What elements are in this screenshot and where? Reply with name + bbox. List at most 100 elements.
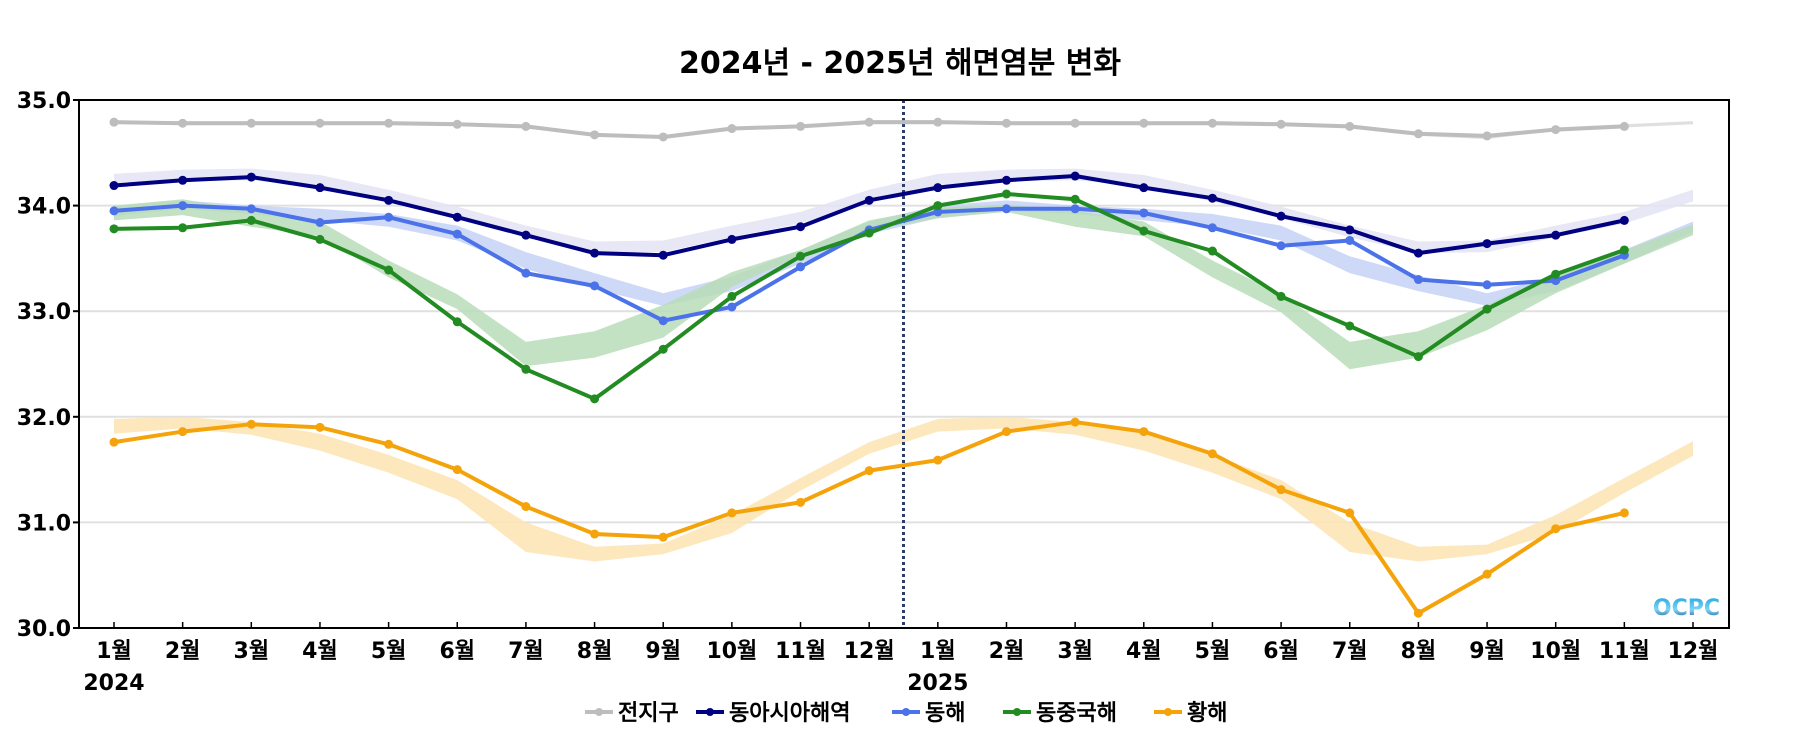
legend-marker xyxy=(1164,708,1172,716)
watermark-text: OCPC xyxy=(1653,596,1720,621)
x-tick-label: 10월 xyxy=(1530,639,1581,664)
data-point xyxy=(109,117,119,127)
legend-marker xyxy=(1013,708,1021,716)
legend-label: 동해 xyxy=(925,701,965,726)
data-point xyxy=(315,118,325,128)
data-point xyxy=(1413,129,1423,139)
data-point xyxy=(315,183,325,193)
y-tick-label: 33.0 xyxy=(17,300,71,325)
x-tick-label: 4월 xyxy=(1126,639,1162,664)
data-point xyxy=(1139,183,1149,193)
x-tick-label: 7월 xyxy=(508,639,544,664)
data-point xyxy=(109,437,119,447)
series-황해 xyxy=(109,417,1629,618)
data-point xyxy=(796,121,806,131)
data-point xyxy=(1413,248,1423,258)
data-point xyxy=(796,262,806,272)
data-point xyxy=(727,124,737,134)
data-point xyxy=(246,419,256,429)
data-point xyxy=(727,302,737,312)
data-point xyxy=(1551,125,1561,135)
data-point xyxy=(1482,304,1492,314)
data-point xyxy=(1276,241,1286,251)
data-point xyxy=(727,234,737,244)
data-point xyxy=(590,281,600,291)
x-tick-label: 2월 xyxy=(165,639,201,664)
legend-label: 동아시아해역 xyxy=(729,701,850,726)
data-point xyxy=(1345,225,1355,235)
data-point xyxy=(1070,171,1080,181)
x-tick-label: 7월 xyxy=(1332,639,1368,664)
data-point xyxy=(452,317,462,327)
data-point xyxy=(109,181,119,191)
x-tick-label: 12월 xyxy=(1668,639,1719,664)
data-point xyxy=(658,532,668,542)
data-point xyxy=(1551,524,1561,534)
x-tick-label: 4월 xyxy=(302,639,338,664)
data-point xyxy=(521,364,531,374)
data-point xyxy=(658,132,668,142)
series-동아시아해역 xyxy=(109,171,1629,260)
data-point xyxy=(933,117,943,127)
data-point xyxy=(1001,118,1011,128)
data-point xyxy=(178,118,188,128)
data-point xyxy=(452,119,462,129)
data-point xyxy=(315,422,325,432)
legend: 전지구 동아시아해역 동해 동중국해 황해 xyxy=(585,701,1227,726)
data-point xyxy=(1276,485,1286,495)
data-point xyxy=(178,201,188,211)
legend-label: 황해 xyxy=(1187,701,1227,726)
data-point xyxy=(1207,118,1217,128)
chart-title: 2024년 - 2025년 해면염분 변화 xyxy=(679,46,1121,81)
data-point xyxy=(521,230,531,240)
data-point xyxy=(521,502,531,512)
data-point xyxy=(1551,269,1561,279)
data-point xyxy=(1482,131,1492,141)
data-point xyxy=(933,455,943,465)
data-point xyxy=(1070,417,1080,427)
data-point xyxy=(384,195,394,205)
data-point xyxy=(178,175,188,185)
x-tick-label: 5월 xyxy=(371,639,407,664)
x-tick-label: 5월 xyxy=(1195,639,1231,664)
data-point xyxy=(109,224,119,234)
data-point xyxy=(1207,449,1217,459)
data-point xyxy=(1619,215,1629,225)
data-point xyxy=(796,251,806,261)
data-point xyxy=(1345,321,1355,331)
x-tick-label: 3월 xyxy=(1057,639,1093,664)
climatology-band xyxy=(114,199,1693,370)
legend-label: 전지구 xyxy=(618,701,679,726)
data-point xyxy=(1482,569,1492,579)
plot-frame xyxy=(78,99,1730,629)
data-point xyxy=(796,222,806,232)
data-point xyxy=(1276,291,1286,301)
y-tick-label: 34.0 xyxy=(17,195,71,220)
data-point xyxy=(246,204,256,214)
data-point xyxy=(1482,239,1492,249)
y-axis: 30.0 31.0 32.0 33.0 34.0 35.0 xyxy=(17,89,79,642)
data-point xyxy=(1413,608,1423,618)
data-point xyxy=(1139,118,1149,128)
x-tick-label: 1월 xyxy=(96,639,132,664)
x-tick-label: 11월 xyxy=(775,639,826,664)
data-point xyxy=(452,212,462,222)
legend-marker xyxy=(595,708,603,716)
series-lines xyxy=(109,117,1629,618)
data-point xyxy=(658,250,668,260)
data-point xyxy=(590,394,600,404)
data-point xyxy=(1276,211,1286,221)
data-point xyxy=(864,117,874,127)
data-point xyxy=(796,497,806,507)
data-point xyxy=(1207,193,1217,203)
data-point xyxy=(1345,508,1355,518)
series-전지구 xyxy=(109,117,1629,142)
data-point xyxy=(384,265,394,275)
x-tick-label: 9월 xyxy=(645,639,681,664)
data-point xyxy=(864,228,874,238)
data-point xyxy=(109,206,119,216)
data-point xyxy=(1070,204,1080,214)
series-동해 xyxy=(109,201,1629,326)
data-point xyxy=(1345,121,1355,131)
